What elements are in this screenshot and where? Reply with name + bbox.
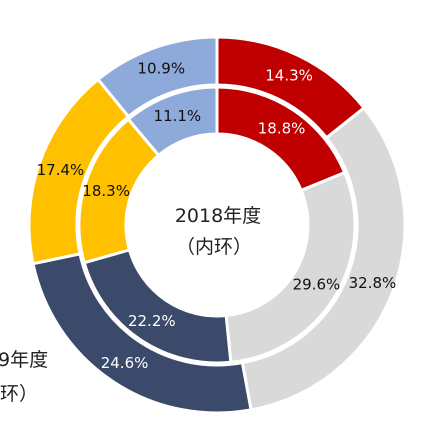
outer-ring-subtitle: 环）: [0, 383, 38, 405]
outer-slice-label-3: 17.4%: [37, 161, 85, 179]
center-title: 2018年度: [175, 205, 261, 227]
inner-slice-label-3: 18.3%: [82, 182, 130, 200]
outer-slice-label-0: 14.3%: [265, 66, 313, 84]
inner-ring: [77, 85, 357, 365]
outer-ring: [27, 35, 407, 415]
inner-slice-label-1: 29.6%: [293, 276, 341, 294]
outer-slice-label-4: 10.9%: [137, 60, 185, 78]
center-subtitle: （内环）: [176, 236, 252, 258]
inner-slice-label-2: 22.2%: [128, 312, 176, 330]
inner-slice-4: [126, 85, 219, 158]
outer-slice-4: [95, 35, 219, 119]
outer-ring-labels: 14.3% 32.8% 24.6% 17.4% 10.9%: [37, 60, 397, 372]
inner-slice-label-0: 18.8%: [258, 120, 306, 138]
outer-slice-label-1: 32.8%: [349, 274, 397, 292]
outer-slice-label-2: 24.6%: [101, 354, 149, 372]
inner-slice-label-4: 11.1%: [154, 107, 202, 125]
inner-ring-labels: 18.8% 29.6% 22.2% 18.3% 11.1%: [82, 107, 340, 330]
inner-slice-1: [224, 170, 357, 364]
outer-ring-title: 9年度: [0, 349, 48, 371]
